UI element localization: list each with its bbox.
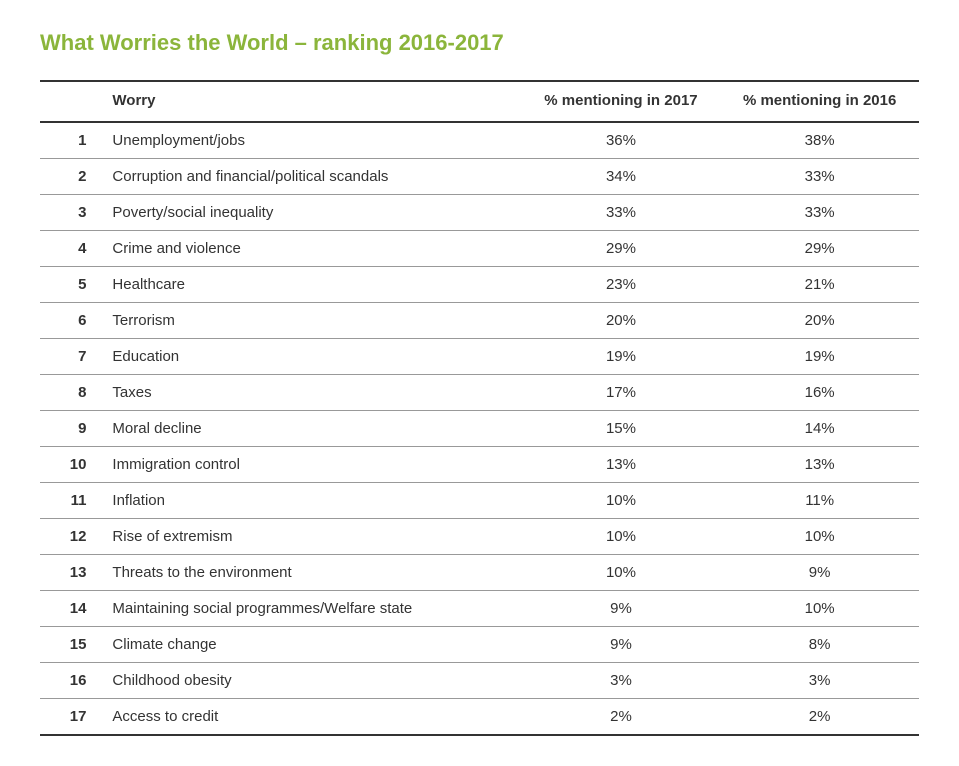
cell-2016: 13% — [720, 447, 919, 483]
table-row: 8Taxes17%16% — [40, 375, 919, 411]
header-rank — [40, 81, 104, 122]
table-row: 5Healthcare23%21% — [40, 267, 919, 303]
cell-2016: 14% — [720, 411, 919, 447]
cell-2016: 20% — [720, 303, 919, 339]
cell-worry: Maintaining social programmes/Welfare st… — [104, 591, 521, 627]
cell-2016: 2% — [720, 699, 919, 736]
table-row: 1Unemployment/jobs36%38% — [40, 122, 919, 159]
table-row: 17Access to credit2%2% — [40, 699, 919, 736]
cell-rank: 3 — [40, 195, 104, 231]
cell-2016: 11% — [720, 483, 919, 519]
table-row: 3Poverty/social inequality33%33% — [40, 195, 919, 231]
cell-2017: 2% — [522, 699, 721, 736]
table-row: 9Moral decline15%14% — [40, 411, 919, 447]
cell-rank: 10 — [40, 447, 104, 483]
table-body: 1Unemployment/jobs36%38%2Corruption and … — [40, 122, 919, 735]
table-row: 10Immigration control13%13% — [40, 447, 919, 483]
table-row: 4Crime and violence29%29% — [40, 231, 919, 267]
table-row: 14Maintaining social programmes/Welfare … — [40, 591, 919, 627]
header-2017: % mentioning in 2017 — [522, 81, 721, 122]
cell-worry: Education — [104, 339, 521, 375]
cell-worry: Climate change — [104, 627, 521, 663]
cell-2017: 3% — [522, 663, 721, 699]
table-row: 12Rise of extremism10%10% — [40, 519, 919, 555]
cell-2016: 38% — [720, 122, 919, 159]
cell-2017: 9% — [522, 591, 721, 627]
cell-rank: 8 — [40, 375, 104, 411]
table-row: 2Corruption and financial/political scan… — [40, 159, 919, 195]
cell-rank: 7 — [40, 339, 104, 375]
table-row: 7Education19%19% — [40, 339, 919, 375]
table-row: 16Childhood obesity3%3% — [40, 663, 919, 699]
cell-2017: 23% — [522, 267, 721, 303]
cell-2016: 33% — [720, 159, 919, 195]
cell-worry: Childhood obesity — [104, 663, 521, 699]
cell-2016: 10% — [720, 591, 919, 627]
header-worry: Worry — [104, 81, 521, 122]
cell-rank: 9 — [40, 411, 104, 447]
cell-2016: 10% — [720, 519, 919, 555]
cell-rank: 17 — [40, 699, 104, 736]
cell-rank: 12 — [40, 519, 104, 555]
cell-worry: Poverty/social inequality — [104, 195, 521, 231]
cell-rank: 1 — [40, 122, 104, 159]
cell-2017: 13% — [522, 447, 721, 483]
cell-2017: 34% — [522, 159, 721, 195]
cell-2017: 17% — [522, 375, 721, 411]
cell-2017: 15% — [522, 411, 721, 447]
table-header-row: Worry % mentioning in 2017 % mentioning … — [40, 81, 919, 122]
cell-2017: 20% — [522, 303, 721, 339]
table-row: 13Threats to the environment10%9% — [40, 555, 919, 591]
cell-rank: 5 — [40, 267, 104, 303]
cell-worry: Crime and violence — [104, 231, 521, 267]
cell-2017: 10% — [522, 483, 721, 519]
cell-worry: Threats to the environment — [104, 555, 521, 591]
cell-2016: 9% — [720, 555, 919, 591]
cell-2017: 9% — [522, 627, 721, 663]
cell-2017: 19% — [522, 339, 721, 375]
worries-table: Worry % mentioning in 2017 % mentioning … — [40, 80, 919, 736]
cell-2017: 10% — [522, 555, 721, 591]
cell-rank: 11 — [40, 483, 104, 519]
cell-worry: Inflation — [104, 483, 521, 519]
cell-rank: 2 — [40, 159, 104, 195]
cell-2017: 36% — [522, 122, 721, 159]
cell-2017: 33% — [522, 195, 721, 231]
table-row: 15Climate change9%8% — [40, 627, 919, 663]
table-row: 6Terrorism20%20% — [40, 303, 919, 339]
cell-worry: Healthcare — [104, 267, 521, 303]
cell-rank: 4 — [40, 231, 104, 267]
cell-rank: 14 — [40, 591, 104, 627]
cell-rank: 6 — [40, 303, 104, 339]
cell-rank: 15 — [40, 627, 104, 663]
cell-worry: Corruption and financial/political scand… — [104, 159, 521, 195]
cell-worry: Rise of extremism — [104, 519, 521, 555]
cell-2016: 21% — [720, 267, 919, 303]
cell-worry: Access to credit — [104, 699, 521, 736]
cell-worry: Immigration control — [104, 447, 521, 483]
cell-worry: Moral decline — [104, 411, 521, 447]
cell-2016: 3% — [720, 663, 919, 699]
cell-worry: Unemployment/jobs — [104, 122, 521, 159]
cell-2016: 16% — [720, 375, 919, 411]
cell-2016: 29% — [720, 231, 919, 267]
cell-rank: 13 — [40, 555, 104, 591]
cell-2017: 29% — [522, 231, 721, 267]
page-title: What Worries the World – ranking 2016-20… — [40, 30, 919, 56]
cell-worry: Taxes — [104, 375, 521, 411]
cell-2017: 10% — [522, 519, 721, 555]
table-row: 11Inflation10%11% — [40, 483, 919, 519]
cell-2016: 8% — [720, 627, 919, 663]
cell-worry: Terrorism — [104, 303, 521, 339]
cell-rank: 16 — [40, 663, 104, 699]
header-2016: % mentioning in 2016 — [720, 81, 919, 122]
cell-2016: 33% — [720, 195, 919, 231]
cell-2016: 19% — [720, 339, 919, 375]
